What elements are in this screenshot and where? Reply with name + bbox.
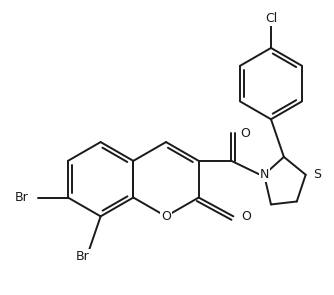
Text: Br: Br: [15, 191, 28, 204]
Text: N: N: [260, 168, 270, 181]
Text: O: O: [161, 210, 171, 223]
Text: Cl: Cl: [265, 12, 277, 25]
Text: O: O: [241, 210, 251, 223]
Text: O: O: [240, 127, 250, 140]
Text: S: S: [314, 168, 322, 181]
Text: Br: Br: [76, 250, 90, 263]
